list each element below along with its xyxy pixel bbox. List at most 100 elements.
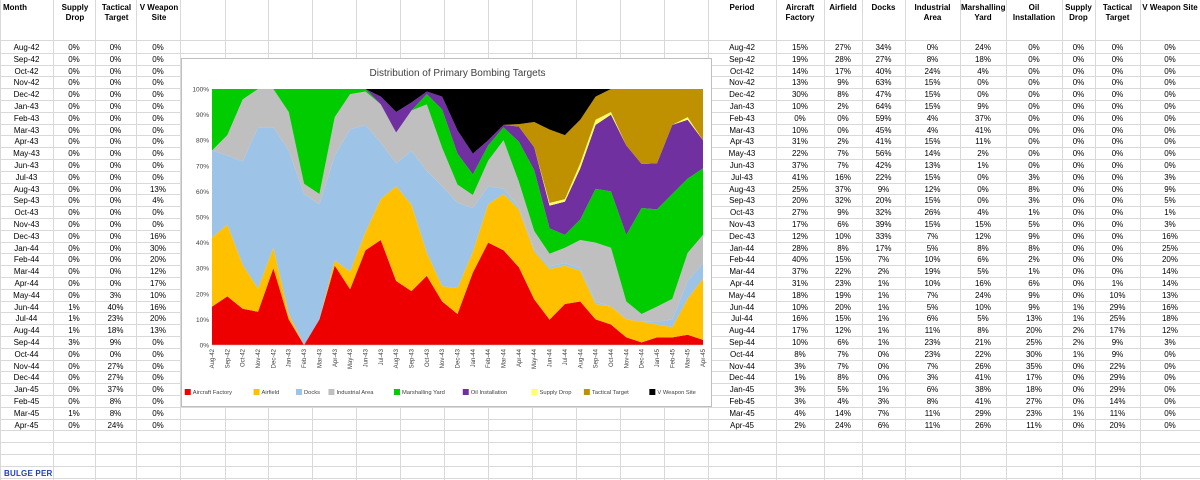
right-cell[interactable]: 0% [1111, 90, 1124, 99]
left-cell[interactable]: Sep-42 [13, 55, 40, 64]
right-cell[interactable]: Oct-42 [729, 67, 754, 76]
right-cell[interactable]: 0% [1111, 43, 1124, 52]
right-cell[interactable]: 59% [875, 114, 892, 123]
right-cell[interactable]: 11% [1109, 409, 1126, 418]
right-cell[interactable]: 15% [834, 255, 851, 264]
right-cell[interactable]: 0% [1111, 137, 1124, 146]
right-cell[interactable]: 0% [1111, 208, 1124, 217]
left-cell[interactable]: May-44 [13, 291, 40, 300]
left-cell[interactable]: 0% [68, 350, 80, 359]
right-cell[interactable]: 10% [1109, 291, 1126, 300]
left-cell[interactable]: 0% [152, 338, 164, 347]
right-cell[interactable]: 0% [1164, 362, 1176, 371]
left-cell[interactable]: 0% [68, 78, 80, 87]
right-cell[interactable]: 2% [1028, 255, 1040, 264]
left-cell[interactable]: Oct-43 [14, 208, 39, 217]
right-cell[interactable]: 15% [834, 314, 851, 323]
right-cell[interactable]: 11% [924, 409, 941, 418]
right-cell[interactable]: 9% [1111, 338, 1124, 347]
right-header-5[interactable]: Marshalling Yard [961, 3, 1005, 22]
right-cell[interactable]: 3% [794, 362, 806, 371]
left-cell[interactable]: 24% [107, 421, 124, 430]
left-cell[interactable]: 16% [149, 232, 166, 241]
right-cell[interactable]: 8% [926, 397, 939, 406]
left-cell[interactable]: 16% [149, 303, 166, 312]
right-cell[interactable]: 4% [977, 208, 989, 217]
right-cell[interactable]: 0% [1164, 161, 1176, 170]
right-cell[interactable]: 34% [875, 43, 892, 52]
right-cell[interactable]: 15% [924, 90, 941, 99]
right-cell[interactable]: 29% [1109, 373, 1126, 382]
right-cell[interactable]: 23% [1025, 409, 1042, 418]
right-cell[interactable]: 0% [1072, 43, 1085, 52]
right-cell[interactable]: 2% [837, 102, 849, 111]
chart-object[interactable]: Distribution of Primary Bombing Targets 0… [181, 58, 712, 407]
left-cell[interactable]: 0% [68, 114, 80, 123]
right-cell[interactable]: 0% [1028, 55, 1040, 64]
right-cell[interactable]: 29% [974, 409, 991, 418]
left-cell[interactable]: 0% [152, 67, 164, 76]
right-cell[interactable]: 22% [791, 149, 808, 158]
right-cell[interactable]: 1% [1072, 409, 1085, 418]
left-cell[interactable]: 0% [152, 421, 164, 430]
right-cell[interactable]: 9% [1028, 303, 1040, 312]
right-cell[interactable]: 27% [834, 43, 851, 52]
right-cell[interactable]: 39% [875, 220, 892, 229]
right-cell[interactable]: 31% [791, 137, 808, 146]
right-cell[interactable]: 24% [924, 67, 941, 76]
right-cell[interactable]: 15% [791, 43, 808, 52]
left-cell[interactable]: 0% [109, 114, 122, 123]
right-cell[interactable]: 40% [875, 67, 892, 76]
right-cell[interactable]: 0% [1072, 114, 1085, 123]
right-cell[interactable]: 2% [1072, 326, 1085, 335]
right-cell[interactable]: 25% [1161, 244, 1178, 253]
right-cell[interactable]: 7% [877, 409, 890, 418]
right-cell[interactable]: 0% [1164, 114, 1176, 123]
left-cell[interactable]: 1% [68, 409, 80, 418]
right-cell[interactable]: Jan-44 [729, 244, 755, 253]
right-cell[interactable]: 4% [837, 397, 849, 406]
right-cell[interactable]: Aug-42 [729, 43, 755, 52]
right-cell[interactable]: 0% [837, 126, 849, 135]
right-cell[interactable]: 7% [837, 161, 849, 170]
right-cell[interactable]: 0% [977, 185, 989, 194]
right-cell[interactable]: 56% [875, 149, 892, 158]
right-cell[interactable]: 27% [791, 208, 808, 217]
right-cell[interactable]: 2% [977, 149, 989, 158]
right-cell[interactable]: 0% [977, 78, 989, 87]
right-cell[interactable]: 15% [924, 196, 941, 205]
right-cell[interactable]: 11% [924, 421, 941, 430]
right-cell[interactable]: 0% [1028, 114, 1040, 123]
right-cell[interactable]: 0% [1111, 126, 1124, 135]
right-cell[interactable]: 22% [1109, 362, 1126, 371]
left-cell[interactable]: 0% [68, 196, 80, 205]
right-cell[interactable]: 2% [794, 421, 806, 430]
right-cell[interactable]: 8% [1028, 244, 1040, 253]
right-cell[interactable]: 0% [1072, 244, 1085, 253]
left-cell[interactable]: 3% [109, 291, 122, 300]
right-cell[interactable]: 0% [1072, 137, 1085, 146]
left-cell[interactable]: 20% [149, 314, 166, 323]
right-cell[interactable]: Oct-44 [729, 350, 754, 359]
left-cell[interactable]: 0% [152, 55, 164, 64]
left-cell[interactable]: 0% [68, 291, 80, 300]
left-cell[interactable]: Apr-45 [14, 421, 39, 430]
right-cell[interactable]: 0% [1072, 385, 1085, 394]
right-cell[interactable]: 4% [926, 126, 939, 135]
left-cell[interactable]: 0% [152, 409, 164, 418]
left-cell[interactable]: Jan-45 [14, 385, 39, 394]
right-cell[interactable]: 27% [875, 55, 892, 64]
right-cell[interactable]: 0% [1072, 126, 1085, 135]
left-cell[interactable]: 0% [109, 43, 122, 52]
right-cell[interactable]: 0% [1111, 55, 1124, 64]
left-cell[interactable]: 27% [107, 362, 124, 371]
left-cell[interactable]: 0% [68, 279, 80, 288]
left-cell[interactable]: 0% [68, 161, 80, 170]
right-cell[interactable]: 16% [791, 314, 808, 323]
right-cell[interactable]: 0% [1072, 373, 1085, 382]
right-cell[interactable]: 9% [1028, 291, 1040, 300]
right-cell[interactable]: 0% [1072, 161, 1085, 170]
right-cell[interactable]: 11% [1026, 421, 1042, 430]
right-cell[interactable]: 25% [1109, 314, 1126, 323]
right-cell[interactable]: 9% [837, 208, 849, 217]
